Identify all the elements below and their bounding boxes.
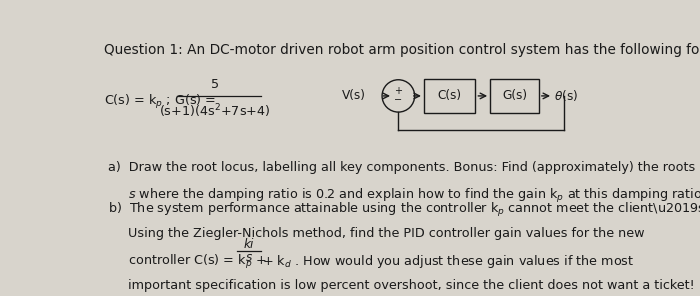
Text: Using the Ziegler-Nichols method, find the PID controller gain values for the ne: Using the Ziegler-Nichols method, find t… <box>108 227 645 240</box>
Text: $s$ where the damping ratio is 0.2 and explain how to find the gain k$_p$ at thi: $s$ where the damping ratio is 0.2 and e… <box>108 187 700 205</box>
Bar <box>490 79 539 113</box>
Text: C(s) = k$_p$ ; G(s) =: C(s) = k$_p$ ; G(s) = <box>104 93 216 111</box>
Text: +: + <box>394 86 402 96</box>
Text: important specification is low percent overshoot, since the client does not want: important specification is low percent o… <box>108 279 694 292</box>
Text: Question 1: An DC-motor driven robot arm position control system has the followi: Question 1: An DC-motor driven robot arm… <box>104 44 700 57</box>
Text: controller C(s) = k$_p$ +: controller C(s) = k$_p$ + <box>108 253 267 271</box>
Text: 5: 5 <box>211 78 219 91</box>
Bar <box>424 79 475 113</box>
Text: a)  Draw the root locus, labelling all key components. Bonus: Find (approximatel: a) Draw the root locus, labelling all ke… <box>108 161 695 174</box>
Text: $\theta$(s): $\theta$(s) <box>554 89 578 103</box>
Text: ki: ki <box>244 238 254 251</box>
Text: V(s): V(s) <box>342 89 366 102</box>
Text: s: s <box>246 251 253 264</box>
Text: C(s): C(s) <box>438 89 462 102</box>
Text: b)  The system performance attainable using the controller k$_p$ cannot meet the: b) The system performance attainable usi… <box>108 201 700 219</box>
Text: (s+1)(4s$^2$+7s+4): (s+1)(4s$^2$+7s+4) <box>160 102 271 120</box>
Text: + k$_d$ . How would you adjust these gain values if the most: + k$_d$ . How would you adjust these gai… <box>262 253 634 270</box>
Text: −: − <box>393 96 402 105</box>
Text: G(s): G(s) <box>502 89 527 102</box>
